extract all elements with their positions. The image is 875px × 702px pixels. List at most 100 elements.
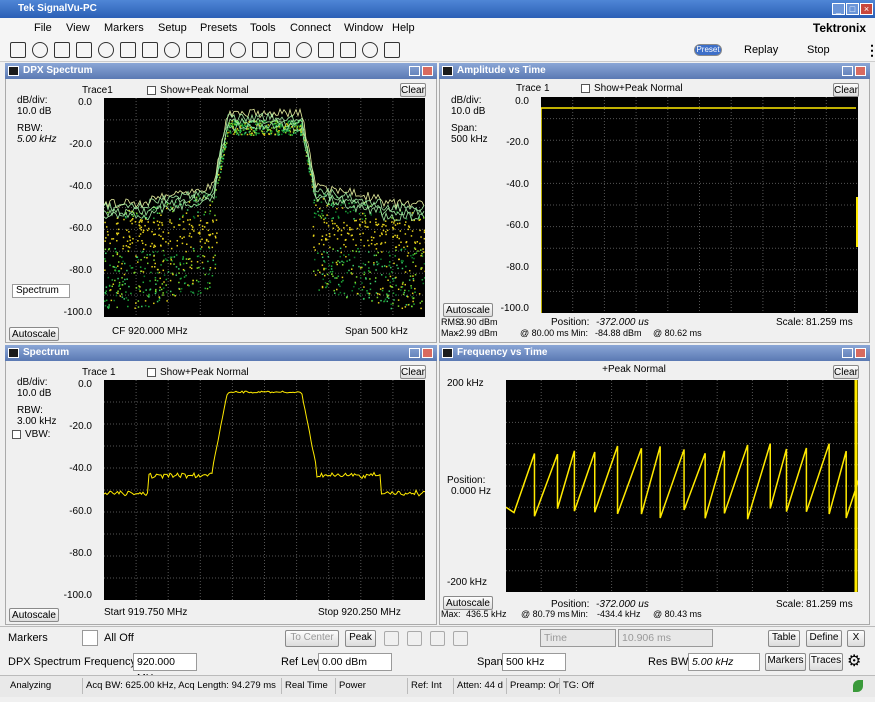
peak-button[interactable]: Peak [345, 630, 376, 647]
menu-item[interactable]: Setup [158, 22, 187, 34]
dpx-hit [400, 248, 403, 250]
show-checkbox[interactable] [147, 86, 156, 95]
toolbar-icon[interactable] [32, 42, 48, 58]
rbw-input[interactable]: 5.00 kHz [688, 653, 760, 671]
dpx-hit [369, 278, 371, 280]
toolbar-icon[interactable] [230, 42, 246, 58]
view-dropdown[interactable]: Spectrum [12, 284, 70, 298]
toolbar-icon[interactable] [384, 42, 400, 58]
show-checkbox[interactable] [581, 84, 590, 93]
dpx-hit [317, 214, 320, 216]
marker-nav-arrow[interactable] [430, 631, 445, 646]
clear-button[interactable]: Clear [833, 83, 859, 97]
menu-item[interactable]: File [34, 22, 52, 34]
toolbar-icon[interactable] [362, 42, 378, 58]
toolbar-icon[interactable] [296, 42, 312, 58]
dpx-hit [204, 287, 207, 290]
dpx-hit [180, 277, 182, 280]
autoscale-button[interactable]: Autoscale [443, 303, 493, 317]
markers-button[interactable]: Markers [765, 653, 806, 671]
menu-item[interactable]: Markers [104, 22, 144, 34]
menu-item[interactable]: View [66, 22, 90, 34]
menu-item[interactable]: Help [392, 22, 415, 34]
dpx-hit [353, 218, 355, 220]
dpx-hit [233, 133, 235, 135]
define-button[interactable]: Define [806, 630, 842, 647]
to-center-button[interactable]: To Center [285, 630, 339, 647]
show-checkbox[interactable] [147, 368, 156, 377]
panel-restore[interactable] [409, 66, 420, 76]
dpx-hit [262, 131, 264, 134]
toolbar-icon[interactable] [76, 42, 92, 58]
time-dropdown[interactable]: Time [540, 629, 616, 647]
dpx-hit [422, 282, 425, 285]
toolbar-icon[interactable] [120, 42, 136, 58]
vbw-checkbox[interactable] [12, 430, 21, 439]
dpx-hit [280, 125, 283, 128]
toolbar-icon[interactable] [252, 42, 268, 58]
menu-item[interactable]: Connect [290, 22, 331, 34]
dpx-hit [396, 211, 398, 213]
dpx-hit [322, 278, 325, 281]
panel-close[interactable] [422, 66, 433, 76]
table-button[interactable]: Table [768, 630, 800, 647]
clear-button[interactable]: Clear [400, 365, 426, 379]
dpx-hit [252, 130, 255, 132]
toolbar-icon[interactable] [10, 42, 26, 58]
toolbar-icon[interactable] [208, 42, 224, 58]
toolbar-icon[interactable] [340, 42, 356, 58]
dpx-hit [402, 281, 404, 284]
toolbar-icon[interactable] [98, 42, 114, 58]
dpx-hit [320, 217, 323, 219]
toolbar-icon[interactable] [54, 42, 70, 58]
dpx-hit [331, 217, 333, 220]
clear-button[interactable]: Clear [833, 365, 859, 379]
dpx-hit [405, 221, 407, 223]
markers-dropdown[interactable] [82, 630, 98, 646]
toolbar-icon[interactable] [164, 42, 180, 58]
panel-restore[interactable] [842, 348, 853, 358]
toolbar-icon[interactable] [142, 42, 158, 58]
dpx-hit [331, 261, 334, 264]
traces-button[interactable]: Traces [809, 653, 843, 671]
ref-level-input[interactable]: 0.00 dBm [318, 653, 392, 671]
dpx-hit [395, 249, 397, 252]
panel-close[interactable] [422, 348, 433, 358]
window-control[interactable]: _ [832, 3, 845, 15]
dpx-hit [288, 133, 290, 135]
y-axis-label: -40.0 [69, 463, 92, 475]
marker-nav-arrow[interactable] [453, 631, 468, 646]
marker-nav-arrow[interactable] [384, 631, 399, 646]
menu-item[interactable]: Window [344, 22, 384, 34]
menu-item[interactable]: Presets [200, 22, 238, 34]
toolbar-icon[interactable] [186, 42, 202, 58]
stop-button[interactable]: Stop [807, 44, 830, 56]
preset-button[interactable]: Preset [694, 44, 722, 56]
dpx-hit [230, 132, 232, 134]
dpx-hit [276, 131, 279, 133]
panel-close[interactable] [855, 66, 866, 76]
window-control[interactable]: □ [846, 3, 859, 15]
autoscale-button[interactable]: Autoscale [9, 327, 59, 341]
toolbar-icon[interactable] [318, 42, 334, 58]
autoscale-button[interactable]: Autoscale [443, 596, 493, 610]
panel-close[interactable] [855, 348, 866, 358]
frequency-input[interactable]: 920.000 MHz [133, 653, 197, 684]
dpx-hit [158, 271, 161, 274]
menu-item[interactable]: Tools [250, 22, 276, 34]
time-value[interactable]: 10.906 ms [618, 629, 713, 647]
window-control[interactable]: × [860, 3, 873, 15]
replay-button[interactable]: Replay [744, 44, 779, 56]
panel-restore[interactable] [409, 348, 420, 358]
clear-button[interactable]: Clear [400, 83, 426, 97]
close-markers-button[interactable]: X [847, 630, 865, 647]
marker-nav-arrow[interactable] [407, 631, 422, 646]
dpx-hit [239, 126, 242, 128]
panel-restore[interactable] [842, 66, 853, 76]
dpx-hit [289, 129, 291, 132]
autoscale-button[interactable]: Autoscale [9, 608, 59, 622]
span-input[interactable]: 500 kHz [502, 653, 566, 671]
dpx-hit [413, 303, 415, 305]
toolbar-icon[interactable] [274, 42, 290, 58]
dpx-hit [391, 221, 393, 223]
